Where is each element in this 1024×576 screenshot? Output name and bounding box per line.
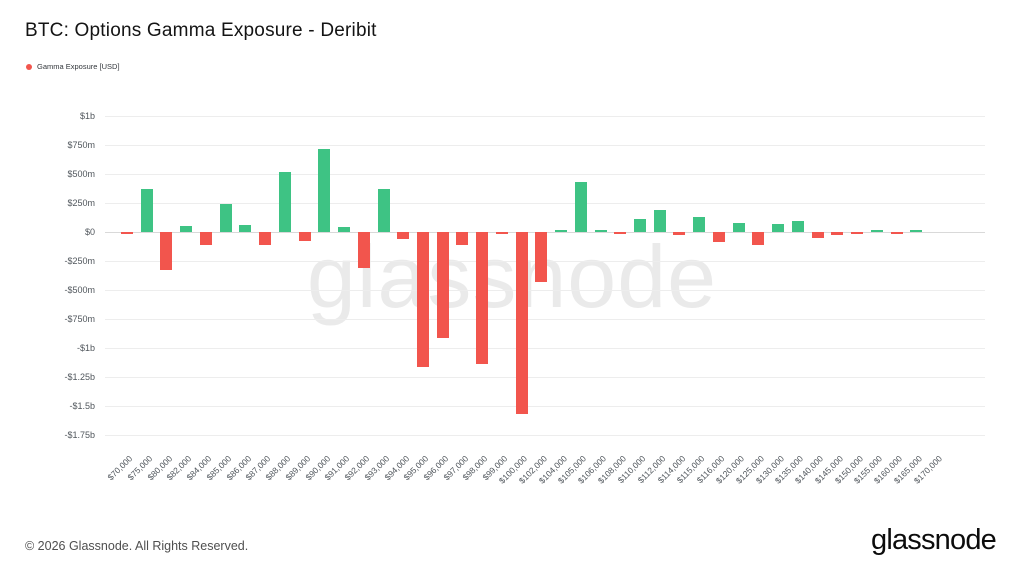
bar[interactable] [476,232,489,364]
copyright-text: © 2026 Glassnode. All Rights Reserved. [25,539,249,553]
bar[interactable] [910,230,923,232]
gridline [105,348,985,349]
chart-title: BTC: Options Gamma Exposure - Deribit [25,20,377,41]
bar[interactable] [456,232,469,246]
legend[interactable]: Gamma Exposure [USD] [26,62,120,71]
y-axis-tick-label: $1b [79,110,95,121]
bar[interactable] [199,232,212,246]
bar[interactable] [298,232,311,241]
bar[interactable] [259,232,272,245]
bar[interactable] [160,232,173,271]
bar[interactable] [811,232,824,238]
bar[interactable] [870,230,883,232]
bar[interactable] [791,220,804,232]
bar[interactable] [377,188,390,232]
bar[interactable] [555,229,568,232]
bar[interactable] [673,232,686,235]
bar[interactable] [634,218,647,232]
bar[interactable] [653,209,666,232]
bar[interactable] [574,182,587,232]
y-axis-tick-label: -$1.25b [64,371,95,382]
y-axis-tick-label: $0 [84,226,95,237]
bar[interactable] [752,232,765,246]
gridline [105,174,985,175]
y-axis-tick-label: -$250m [64,255,95,266]
bar[interactable] [614,232,627,234]
bar[interactable] [772,223,785,232]
legend-dot-icon [26,63,32,70]
y-axis-tick-label: -$1.75b [64,429,95,440]
y-axis-tick-label: -$500m [64,284,95,295]
bar[interactable] [712,232,725,243]
watermark: glassnode [306,227,718,326]
bar[interactable] [121,232,133,234]
gridline [105,377,985,378]
bar[interactable] [416,232,429,367]
bar[interactable] [357,232,370,268]
y-axis-tick-label: $250m [67,197,95,208]
glassnode-logo: glassnode [870,524,997,556]
bar[interactable] [851,232,864,235]
gridline [105,116,985,117]
y-axis-tick-label: -$1b [76,342,95,353]
bar[interactable] [318,149,331,232]
bar[interactable] [397,232,410,239]
gridline [105,435,985,436]
bar[interactable] [535,232,548,282]
gridline [105,203,985,204]
y-axis-tick-label: -$750m [64,313,95,324]
y-axis-tick-label: $750m [67,139,95,150]
bar[interactable] [594,230,607,232]
bar[interactable] [890,232,903,235]
bar[interactable] [278,172,291,232]
bar[interactable] [515,232,528,415]
bar[interactable] [693,216,706,232]
gridline [105,406,985,407]
gridline [105,290,985,291]
bar[interactable] [140,188,153,232]
bar[interactable] [495,232,508,234]
bar[interactable] [180,225,193,232]
bar[interactable] [239,225,252,232]
gridline [105,145,985,146]
legend-label: Gamma Exposure [USD] [37,62,120,71]
y-axis-tick-label: -$1.5b [69,400,95,411]
bar[interactable] [338,226,351,232]
bar[interactable] [732,223,745,232]
bar[interactable] [219,203,232,232]
bar[interactable] [436,232,449,338]
gridline [105,319,985,320]
y-axis-tick-label: $500m [67,168,95,179]
bar[interactable] [831,232,844,235]
